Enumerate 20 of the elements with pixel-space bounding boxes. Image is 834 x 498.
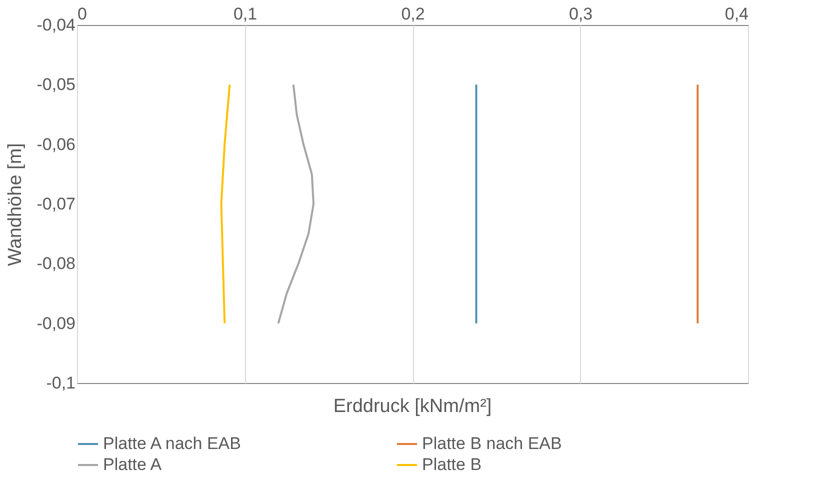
y-tick-label: -0,05 [36,75,76,94]
y-tick-label: -0,06 [36,134,76,154]
legend-label: Platte A nach EAB [103,434,241,453]
y-axis-title: Wandhöhe [m] [4,143,26,266]
x-axis-title: Erddruck [kNm/m²] [333,396,492,417]
legend-label: Platte B nach EAB [422,434,562,453]
line-series [220,84,231,324]
legend-label: Platte B [422,455,482,474]
x-tick-label: 0,3 [568,4,593,24]
x-tick-label: 0,2 [401,4,425,24]
y-tick-label: -0,08 [36,254,76,274]
legend-label: Platte A [103,455,162,474]
y-tick-label: -0,04 [36,16,76,34]
x-tick-label: 0 [78,4,87,24]
line-series [277,84,315,324]
x-tick-label: 0,4 [724,4,748,24]
y-tick-label: -0,1 [46,374,76,392]
x-tick-label: 0,1 [233,4,258,24]
y-tick-label: -0,07 [36,194,76,214]
y-tick-label: -0,09 [36,314,76,333]
